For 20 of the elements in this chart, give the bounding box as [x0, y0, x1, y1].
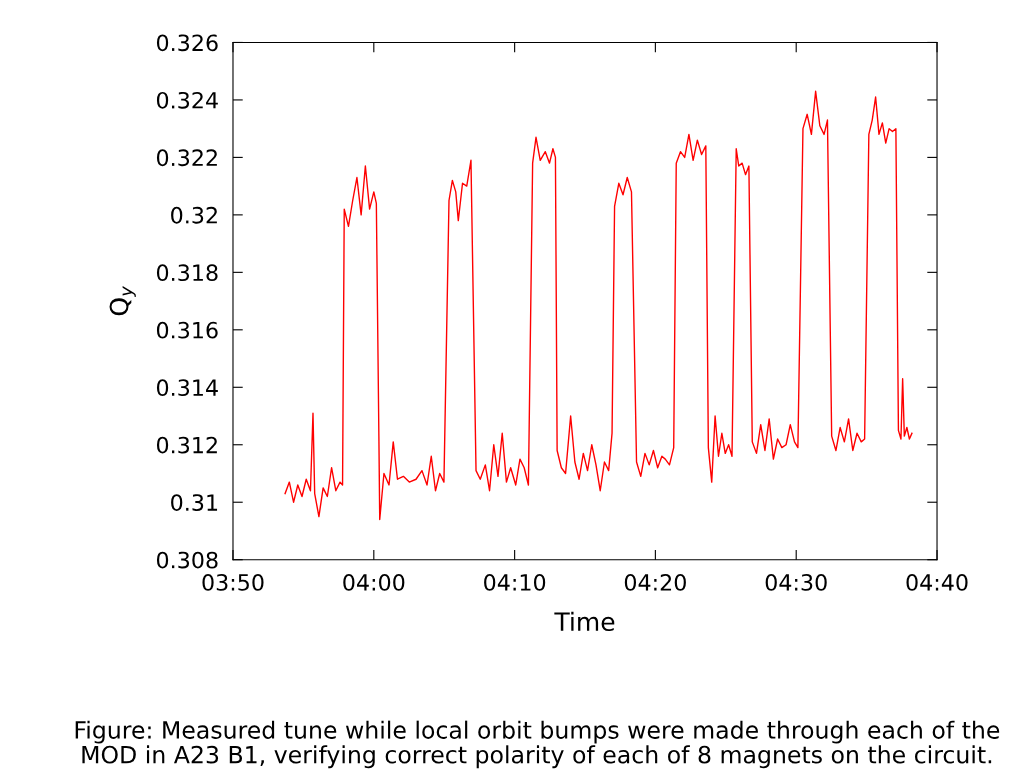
y-tick-label: 0.312	[156, 436, 217, 454]
x-tick-label: 04:10	[484, 573, 546, 591]
x-tick-label: 04:30	[765, 573, 827, 591]
y-tick-label: 0.322	[156, 149, 217, 167]
x-tick-label: 04:00	[343, 573, 405, 591]
x-axis-title: Time	[554, 611, 615, 632]
y-tick-label: 0.32	[171, 206, 217, 224]
x-tick-label: 04:40	[906, 573, 968, 591]
text: Figure: Measured tune while local orbit bumps were made through each of the MOD in A23 B1, verifying correct polarity of each of 8 magnets on the circuit.	[75, 720, 1000, 769]
y-axis-title: Q$_{y}$	[109, 286, 136, 316]
y-tick-label: 0.318	[156, 264, 218, 282]
x-tick-label: 03:50	[202, 573, 264, 591]
y-tick-label: 0.314	[156, 379, 218, 397]
y-tick-label: 0.316	[156, 321, 218, 339]
line-series	[284, 90, 913, 521]
y-tick-label: 0.324	[156, 91, 218, 109]
x-tick-label: 04:20	[624, 573, 686, 591]
y-tick-label: 0.326	[156, 34, 218, 52]
y-tick-label: 0.31	[171, 494, 218, 511]
y-tick-label: 0.308	[156, 551, 218, 569]
